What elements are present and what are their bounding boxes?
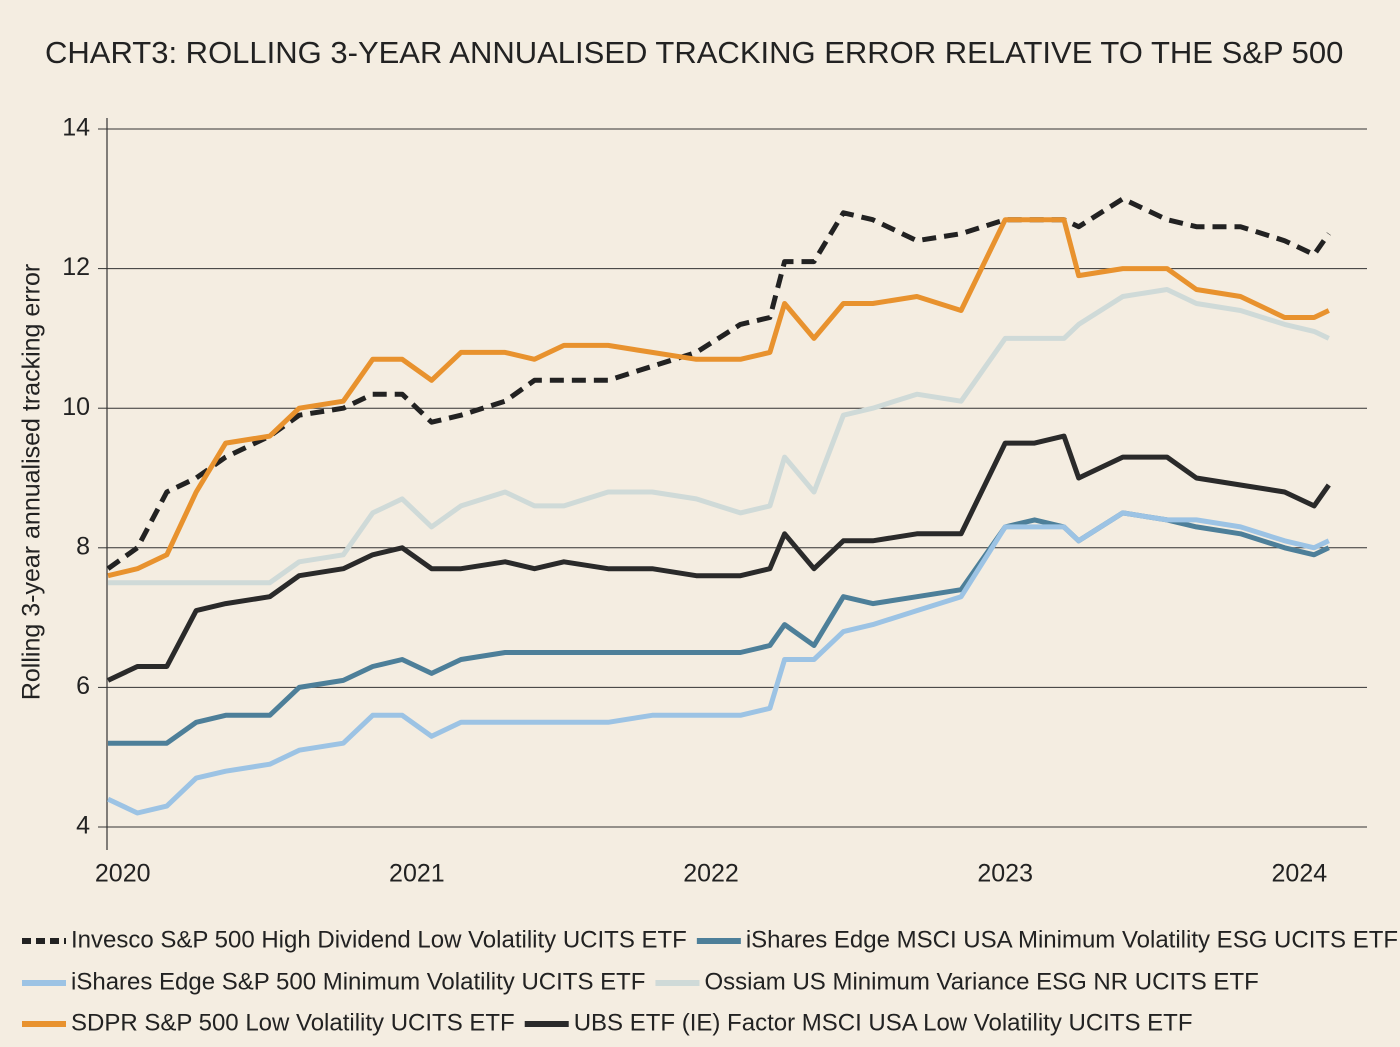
- y-tick-label: 4: [76, 812, 90, 840]
- y-tick-label: 6: [76, 672, 90, 700]
- series-line: [106, 510, 1330, 816]
- y-tick-label: 14: [62, 114, 90, 142]
- series-line: [108, 287, 1330, 586]
- x-tick-label: 2021: [389, 860, 445, 888]
- x-tick-label: 2023: [977, 860, 1033, 888]
- legend-label: Ossiam US Minimum Variance ESG NR UCITS …: [704, 968, 1258, 995]
- legend-label: iShares Edge S&P 500 Minimum Volatility …: [71, 968, 645, 995]
- y-tick-label: 10: [62, 393, 90, 421]
- series-line: [106, 196, 1331, 571]
- y-tick-label: 8: [76, 532, 90, 560]
- legend-label: iShares Edge MSCI USA Minimum Volatility…: [746, 926, 1398, 953]
- series-line: [107, 217, 1330, 579]
- y-tick-label: 12: [62, 253, 90, 281]
- x-tick-label: 2020: [95, 860, 151, 888]
- legend-label: Invesco S&P 500 High Dividend Low Volati…: [71, 926, 687, 953]
- legend-label: UBS ETF (IE) Factor MSCI USA Low Volatil…: [574, 1009, 1193, 1036]
- x-tick-label: 2024: [1272, 860, 1328, 888]
- series-line: [106, 433, 1331, 683]
- chart-title: CHART3: ROLLING 3-YEAR ANNUALISED TRACKI…: [45, 35, 1343, 70]
- legend-label: SDPR S&P 500 Low Volatility UCITS ETF: [71, 1009, 515, 1036]
- y-axis-label: Rolling 3-year annualised tracking error: [18, 264, 46, 700]
- x-tick-label: 2022: [683, 860, 739, 888]
